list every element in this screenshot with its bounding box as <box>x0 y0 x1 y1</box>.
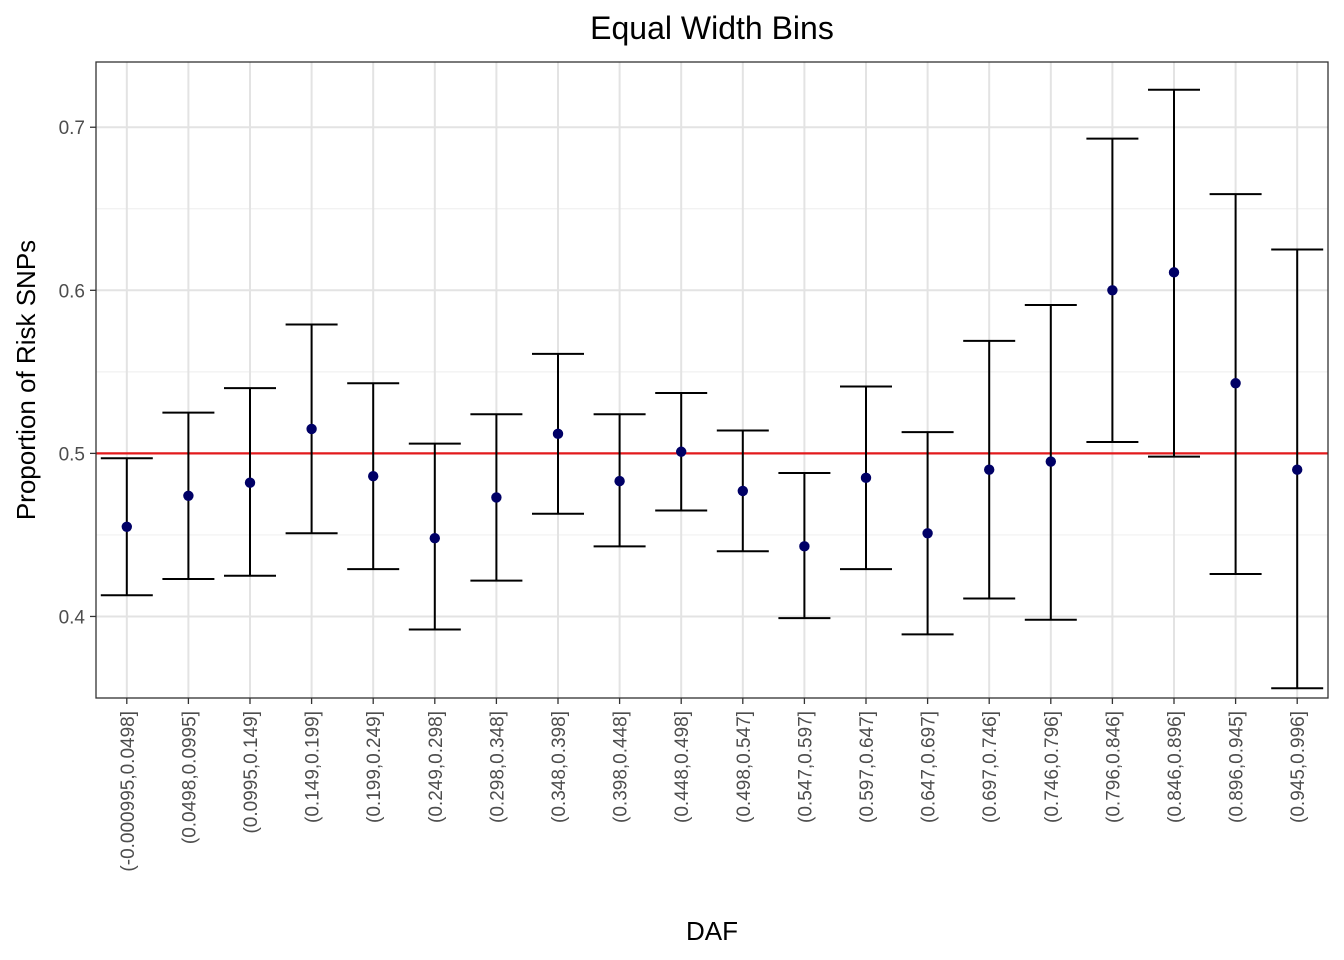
x-tick-label: (0.199,0.249] <box>364 711 385 823</box>
data-point <box>1292 464 1303 475</box>
x-tick-label: (0.746,0.796] <box>1042 711 1063 823</box>
x-tick-label: (0.249,0.298] <box>426 711 447 823</box>
y-tick-label: 0.7 <box>59 118 85 139</box>
x-tick-label: (0.796,0.846] <box>1103 711 1124 823</box>
data-point <box>429 532 440 544</box>
y-tick-label: 0.5 <box>59 444 85 465</box>
x-tick-label: (0.945,0.996] <box>1288 711 1309 823</box>
x-tick-label: (0.547,0.597] <box>795 711 816 823</box>
error-bars <box>100 88 1324 690</box>
data-point <box>737 485 748 497</box>
plot-panel-border <box>95 61 1329 699</box>
data-point <box>676 446 687 457</box>
data-point <box>1168 267 1180 278</box>
data-point <box>860 472 872 484</box>
x-tick-label: (0.697,0.746] <box>980 711 1001 823</box>
y-axis-ticks: 0.4 0.5 0.6 0.7 <box>59 118 96 628</box>
chart-title: Equal Width Bins <box>590 10 834 46</box>
data-point <box>183 490 194 501</box>
x-tick-label: (0.348,0.398] <box>549 711 570 823</box>
x-tick-label: (0.846,0.896] <box>1165 711 1186 823</box>
y-tick-label: 0.4 <box>59 607 86 628</box>
x-tick-label: (0.0498,0.0995] <box>179 711 200 844</box>
x-tick-label: (0.149,0.199] <box>303 711 324 823</box>
x-tick-label: (0.398,0.448] <box>611 711 632 823</box>
data-point <box>1107 285 1118 296</box>
grid-major <box>96 62 1328 698</box>
x-axis-ticks: (-0.000995,0.0498] (0.0498,0.0995] (0.0995… <box>118 698 1309 872</box>
x-tick-label: (0.0995,0.149] <box>241 711 262 834</box>
data-point <box>922 528 933 539</box>
y-axis-title: Proportion of Risk SNPs <box>11 240 41 520</box>
x-tick-label: (0.896,0.945] <box>1227 711 1248 823</box>
data-point <box>368 471 379 482</box>
data-points <box>121 267 1303 552</box>
data-point <box>244 477 256 488</box>
data-point <box>552 428 564 440</box>
data-point <box>121 521 132 532</box>
x-tick-label: (0.647,0.697] <box>919 711 940 823</box>
y-tick-label: 0.6 <box>59 281 85 302</box>
data-point <box>491 492 502 503</box>
data-point <box>984 464 995 475</box>
x-axis-title: DAF <box>686 916 738 946</box>
x-tick-label: (0.597,0.647] <box>857 711 878 823</box>
data-point <box>799 541 810 552</box>
data-point <box>614 475 625 487</box>
x-tick-label: (0.298,0.348] <box>487 711 508 823</box>
x-tick-label: (0.448,0.498] <box>672 711 693 823</box>
data-point <box>1045 456 1057 467</box>
x-tick-label: (0.498,0.547] <box>734 711 755 823</box>
data-point <box>1230 378 1241 389</box>
data-point <box>306 423 317 435</box>
x-tick-label: (-0.000995,0.0498] <box>118 711 139 872</box>
